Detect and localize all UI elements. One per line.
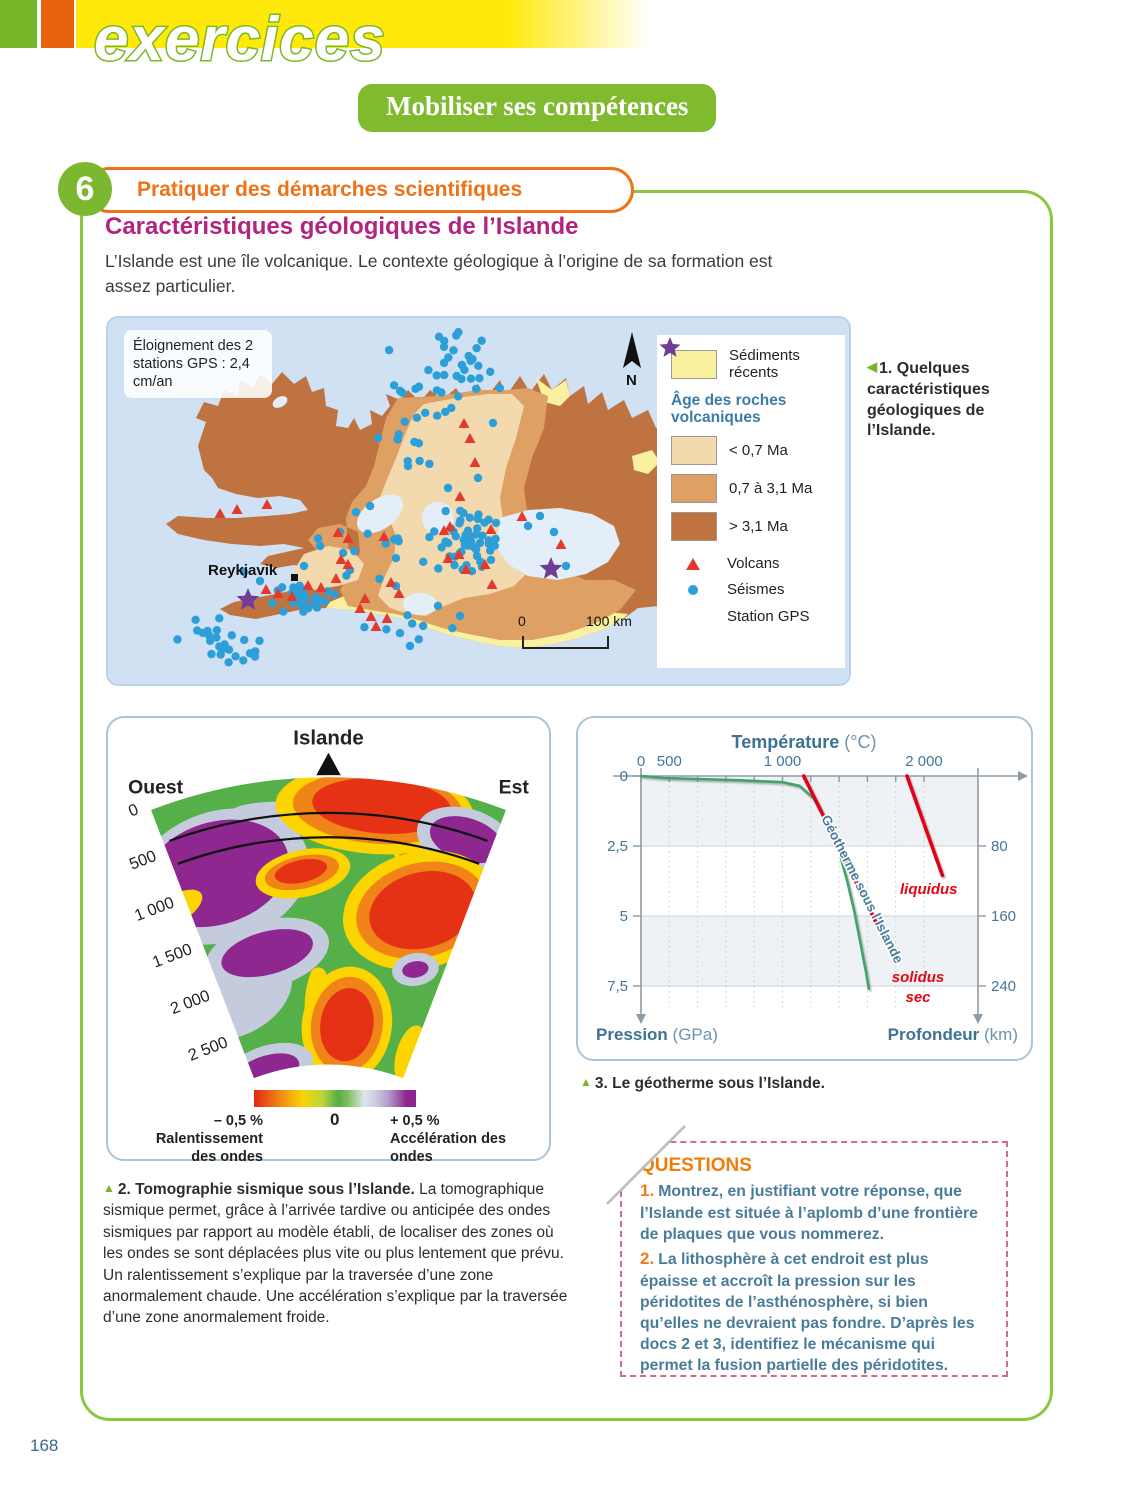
page-number: 168 xyxy=(30,1436,59,1455)
solidus-label-1: solidus xyxy=(892,969,945,986)
exercise-number-badge: 6 xyxy=(58,162,112,216)
iceland-map-canvas: N 0 100 km xyxy=(166,328,754,667)
tomo-islande-marker xyxy=(316,752,341,776)
svg-text:2 000: 2 000 xyxy=(905,753,943,770)
svg-text:80: 80 xyxy=(991,838,1008,855)
scale-bar: 0 100 km xyxy=(518,613,632,649)
questions-box: QUESTIONS 1. Montrez, en justifiant votre… xyxy=(605,1124,1008,1377)
gps-station-stars xyxy=(236,557,563,610)
discontinuity-660 xyxy=(177,836,480,865)
svg-text:7,5: 7,5 xyxy=(607,978,628,995)
tomo-scale-zero: 0 xyxy=(330,1110,340,1129)
tomo-est-label: Est xyxy=(499,777,530,799)
banner-yellow-band xyxy=(76,0,651,48)
gps-note: Éloignement des 2 stations GPS : 2,4 cm/… xyxy=(124,330,272,399)
tomo-west-label: Ouest xyxy=(128,777,184,799)
swatch-age0 xyxy=(671,436,717,466)
reykjavik-square xyxy=(291,574,298,581)
legend-row-age1: 0,7 à 3,1 Ma xyxy=(671,474,835,504)
legend-row-volcans: Volcans xyxy=(671,555,835,572)
tomo-islande-label: Islande xyxy=(293,727,363,750)
liquidus-label: liquidus xyxy=(900,881,958,898)
wedge-outline xyxy=(148,775,509,1081)
solidus-label-2: sec xyxy=(905,989,931,1006)
swatch-age2 xyxy=(671,512,717,542)
map-caption: ◀ 1. Quelques caractéristiques géologique… xyxy=(867,359,990,440)
legend-row-sediments: Sédiments récents xyxy=(671,347,835,382)
legend-age-title: Âge des roches volcaniques xyxy=(671,391,787,427)
tomo-scale-neg: – 0,5 % Ralentissement des ondes xyxy=(155,1113,263,1166)
legend-row-age2: > 3,1 Ma xyxy=(671,512,835,542)
svg-text:0: 0 xyxy=(620,768,628,785)
geo-right-title: Profondeur (km) xyxy=(888,1025,1018,1044)
tomography-caption: ▲ 2. Tomographie sismique sous l’Islande.… xyxy=(103,1181,568,1327)
reykjavik-label: Reykjavik xyxy=(208,562,278,579)
map-legend: Sédiments récents Âge des roches volcani… xyxy=(657,335,845,668)
question-1: 1. Montrez, en justifiant votre réponse, … xyxy=(640,1181,978,1243)
svg-text:0: 0 xyxy=(637,753,645,770)
svg-text:500: 500 xyxy=(127,847,159,874)
svg-text:1 000: 1 000 xyxy=(764,753,802,770)
seisme-icon xyxy=(688,585,698,595)
svg-text:2 000: 2 000 xyxy=(168,987,213,1018)
geotherm-canvas: 0 500 1 000 2 000 0 2,5 5 7,5 80 160 240 Températu… xyxy=(596,732,1028,1044)
questions-title: QUESTIONS xyxy=(640,1155,752,1176)
swatch-age1 xyxy=(671,474,717,504)
geo-left-title: Pression (GPa) xyxy=(596,1025,718,1044)
svg-text:500: 500 xyxy=(657,753,682,770)
caption-triangle-icon: ▲ xyxy=(103,1181,115,1195)
legend-row-age0: < 0,7 Ma xyxy=(671,436,835,466)
svg-text:2,5: 2,5 xyxy=(607,838,628,855)
svg-text:1 000: 1 000 xyxy=(132,894,177,925)
tomography-canvas: Islande Ouest Est xyxy=(126,727,530,1081)
svg-text:240: 240 xyxy=(991,978,1016,995)
volcano-icon xyxy=(686,557,700,570)
exercise-intro: L’Islande est une île volcanique. Le con… xyxy=(105,251,773,297)
svg-text:1 500: 1 500 xyxy=(150,940,195,971)
geo-top-title: Température (°C) xyxy=(732,732,877,752)
exercise-title: Caractéristiques géologiques de l’Island… xyxy=(105,213,579,240)
discontinuity-410 xyxy=(169,811,488,842)
caption-arrow-icon: ◀ xyxy=(867,359,877,374)
legend-row-gps: Station GPS xyxy=(659,337,835,625)
svg-text:5: 5 xyxy=(620,908,628,925)
svg-text:0: 0 xyxy=(126,800,141,820)
iceland-map-panel: N 0 100 km Éloignement des 2 stations GP… xyxy=(106,316,851,686)
svg-text:2 500: 2 500 xyxy=(186,1033,231,1064)
gps-star-icon xyxy=(659,337,681,357)
tomo-color-scale: – 0,5 % Ralentissement des ondes 0 + 0,5 … xyxy=(108,1086,549,1165)
volcano-triangles xyxy=(214,418,567,631)
competence-pill: Pratiquer des démarches scientifiques xyxy=(86,167,634,213)
caption-triangle-icon: ▲ xyxy=(580,1075,592,1089)
geotherm-panel: 0 500 1 000 2 000 0 2,5 5 7,5 80 160 240 Températu… xyxy=(576,716,1033,1061)
legend-row-seismes: Séismes xyxy=(671,581,835,598)
swatch-sediments xyxy=(671,349,717,379)
svg-text:160: 160 xyxy=(991,908,1016,925)
tomo-wedge xyxy=(149,776,508,1080)
banner-green-block xyxy=(0,0,37,48)
north-label: N xyxy=(626,372,637,389)
banner-orange-block xyxy=(41,0,74,48)
banner-pill: Mobiliser ses compétences xyxy=(358,84,717,132)
tomography-panel: Islande Ouest Est xyxy=(106,716,551,1165)
geotherm-caption: ▲ 3. Le géotherme sous l’Islande. xyxy=(580,1075,825,1092)
brand-text: exercices xyxy=(94,5,386,74)
exercise-box: Caractéristiques géologiques de l’Island… xyxy=(80,190,1053,1421)
brand-logo: exercices xyxy=(93,4,387,76)
scale-end: 100 km xyxy=(586,613,632,629)
tomo-scale-pos: + 0,5 % Accélération des ondes xyxy=(390,1113,507,1166)
north-arrow-icon: N xyxy=(623,332,641,389)
question-2: 2. La lithosphère à cet endroit est plus … xyxy=(640,1249,975,1375)
tomo-color-bar xyxy=(254,1090,416,1107)
scale-zero: 0 xyxy=(518,613,526,629)
